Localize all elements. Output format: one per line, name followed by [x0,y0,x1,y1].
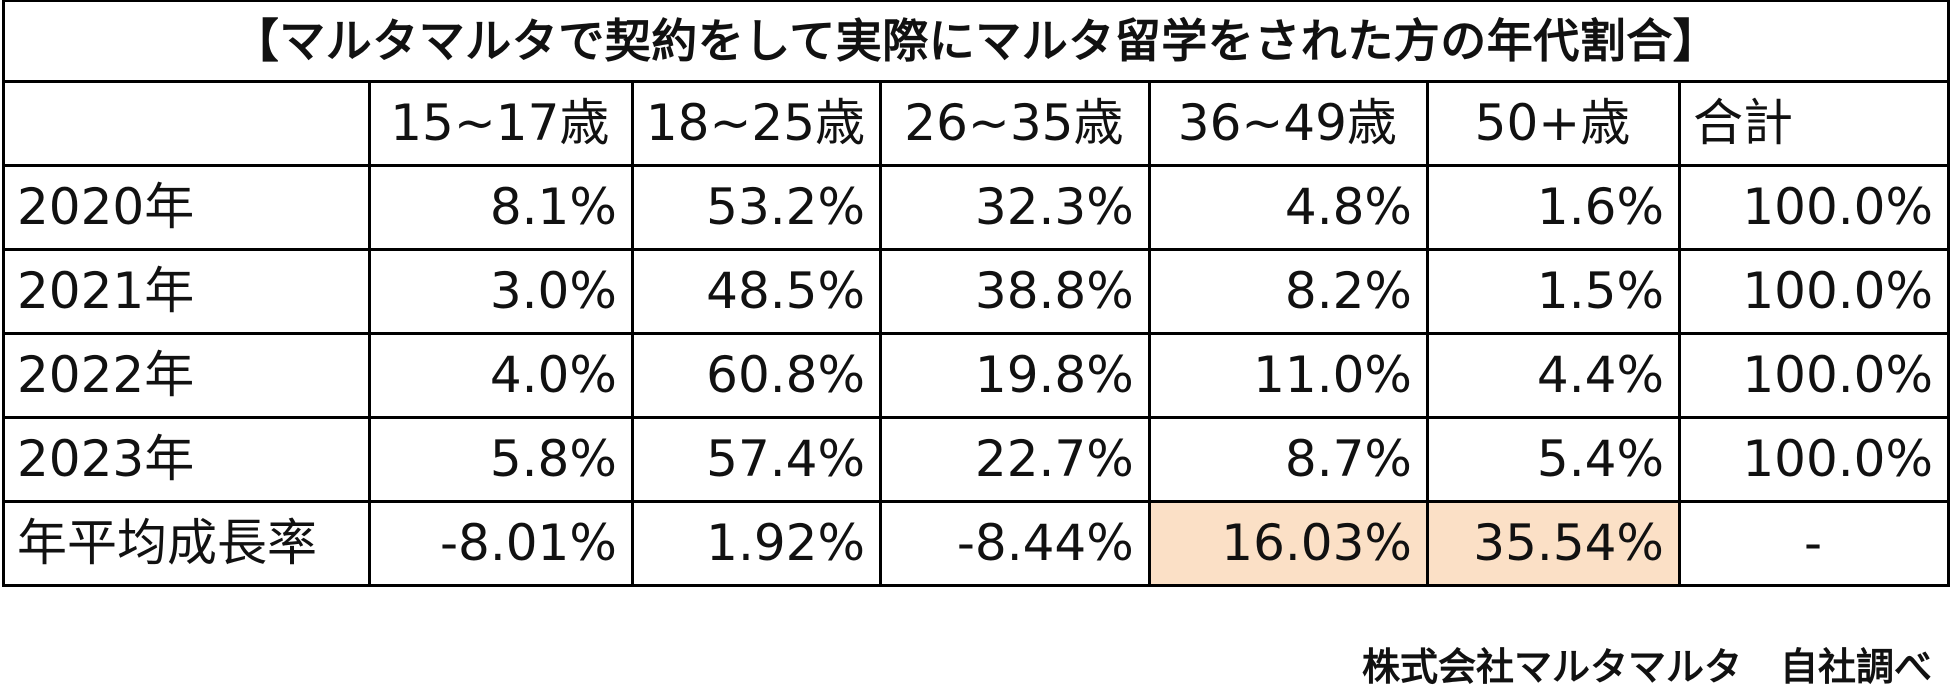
row-label: 2020年 [2,163,371,251]
table-cell: 100.0% [1677,415,1950,503]
age-ratio-table: 【マルタマルタで契約をして実際にマルタ留学をされた方の年代割合】 15~17歳 … [2,0,1950,587]
header-col-26-35: 26~35歳 [879,79,1151,167]
table-cell: 1.6% [1425,163,1681,251]
table-cell: 5.4% [1425,415,1681,503]
header-corner [2,79,371,167]
table-cell: 4.4% [1425,331,1681,419]
table-cell: 4.8% [1147,163,1429,251]
table-cell: 60.8% [630,331,883,419]
table-cell: 19.8% [879,331,1151,419]
table-cell: 8.2% [1147,247,1429,335]
table-cell: 4.0% [367,331,634,419]
table-cell: 22.7% [879,415,1151,503]
table-cell: 1.5% [1425,247,1681,335]
table-cell: 57.4% [630,415,883,503]
table-cell: 5.8% [367,415,634,503]
header-col-36-49: 36~49歳 [1147,79,1429,167]
row-label: 2023年 [2,415,371,503]
table-cell: 100.0% [1677,247,1950,335]
header-col-18-25: 18~25歳 [630,79,883,167]
table-cell: 100.0% [1677,331,1950,419]
table-cell: 53.2% [630,163,883,251]
table-row: 2021年 3.0% 48.5% 38.8% 8.2% 1.5% 100.0% [2,247,1950,335]
table-cell: 48.5% [630,247,883,335]
row-label: 2022年 [2,331,371,419]
table-cell: 32.3% [879,163,1151,251]
header-col-15-17: 15~17歳 [367,79,634,167]
table-cell: - [1677,499,1950,587]
table-row: 2020年 8.1% 53.2% 32.3% 4.8% 1.6% 100.0% [2,163,1950,251]
table-cell: 100.0% [1677,163,1950,251]
table-cell: -8.01% [367,499,634,587]
row-label: 年平均成長率 [2,499,371,587]
table-cell: 1.92% [630,499,883,587]
table-cell: 38.8% [879,247,1151,335]
header-col-50-plus: 50+歳 [1425,79,1681,167]
source-note: 株式会社マルタマルタ 自社調べ [1361,645,1932,689]
header-col-total: 合計 [1677,79,1950,167]
growth-rate-row: 年平均成長率 -8.01% 1.92% -8.44% 16.03% 35.54%… [2,499,1950,587]
table-cell: 8.1% [367,163,634,251]
table-row: 2022年 4.0% 60.8% 19.8% 11.0% 4.4% 100.0% [2,331,1950,419]
table-cell: 8.7% [1147,415,1429,503]
table-row: 2023年 5.8% 57.4% 22.7% 8.7% 5.4% 100.0% [2,415,1950,503]
table-cell: -8.44% [879,499,1151,587]
row-label: 2021年 [2,247,371,335]
table-cell: 3.0% [367,247,634,335]
table-title: 【マルタマルタで契約をして実際にマルタ留学をされた方の年代割合】 [2,0,1950,83]
highlighted-cell: 16.03% [1147,499,1429,587]
highlighted-cell: 35.54% [1425,499,1681,587]
header-row: 15~17歳 18~25歳 26~35歳 36~49歳 50+歳 合計 [2,79,1950,167]
table-cell: 11.0% [1147,331,1429,419]
title-row: 【マルタマルタで契約をして実際にマルタ留学をされた方の年代割合】 [2,0,1950,83]
